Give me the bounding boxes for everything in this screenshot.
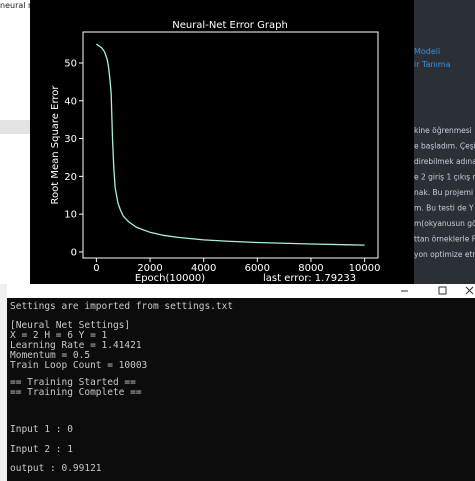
- console-line: == Training Started ==: [10, 377, 136, 388]
- article-link: Modeli: [414, 47, 440, 56]
- y-tick-label: 40: [64, 96, 77, 107]
- console-line: Train Loop Count = 10003: [10, 360, 147, 371]
- x-tick-label: 0: [93, 263, 99, 274]
- article-line: e başladım. Çeşi: [414, 142, 475, 151]
- article-panel: [412, 0, 475, 290]
- x-tick-label: 8000: [298, 263, 323, 274]
- console-line: Input 2 : 1: [10, 444, 73, 455]
- x-tick-label: 2000: [137, 263, 162, 274]
- y-tick-label: 20: [64, 172, 77, 183]
- tab-title: neural net: [0, 1, 41, 10]
- console-line: Learning Rate = 1.41421: [10, 340, 142, 351]
- article-line: direbilmek adına: [414, 157, 475, 166]
- axes: [82, 31, 379, 259]
- console-text: Settings are imported from settings.txt […: [10, 301, 233, 474]
- annotation: last error: 1.79233: [263, 273, 356, 284]
- console-line: output : 0.99121: [10, 463, 102, 474]
- article-link: ir Tanıma: [414, 60, 451, 69]
- toolbar: [0, 120, 30, 134]
- y-tick-label: 0: [71, 247, 77, 258]
- article: Modeli ir Tanıma kine öğrenmesi e başladım.…: [414, 47, 475, 259]
- console-window: [0, 284, 475, 481]
- error-line: [96, 43, 365, 246]
- console-line: Momentum = 0.5: [10, 350, 90, 361]
- x-tick-label: 6000: [245, 263, 270, 274]
- article-line: m. Bu testi de Y: [414, 204, 474, 213]
- console-line: [Neural Net Settings]: [10, 320, 130, 331]
- plot: Neural-Net Error Graph Epoch(10000) last…: [50, 20, 380, 284]
- y-axis-label: Root Mean Square Error: [50, 85, 61, 205]
- console-edge: [0, 284, 7, 481]
- close-button[interactable]: [465, 286, 474, 295]
- console-line: Input 1 : 0: [10, 424, 73, 435]
- article-line: yon optimize etr: [414, 250, 475, 259]
- console-line: == Training Complete ==: [10, 387, 142, 398]
- plot-window: [30, 0, 414, 292]
- x-axis-label: Epoch(10000): [135, 273, 205, 284]
- x-tick-label: 10000: [349, 263, 381, 274]
- console-titlebar: [0, 284, 475, 298]
- console-line: Settings are imported from settings.txt: [10, 301, 233, 312]
- article-line: ttan örneklerle F: [414, 235, 475, 244]
- article-line: e 2 giriş 1 çıkış n: [414, 173, 475, 182]
- y-tick-label: 10: [64, 210, 77, 221]
- article-line: m(okyanusun gö: [414, 219, 475, 228]
- maximize-button[interactable]: [438, 286, 447, 295]
- console-line: X = 2 H = 6 Y = 1: [10, 330, 108, 341]
- x-tick-label: 4000: [191, 263, 216, 274]
- y-tick-label: 50: [64, 58, 77, 69]
- chart-title: Neural-Net Error Graph: [172, 20, 288, 31]
- article-line: kine öğrenmesi: [414, 126, 472, 135]
- article-line: nak. Bu projemi: [414, 188, 473, 197]
- y-tick-label: 30: [64, 134, 77, 145]
